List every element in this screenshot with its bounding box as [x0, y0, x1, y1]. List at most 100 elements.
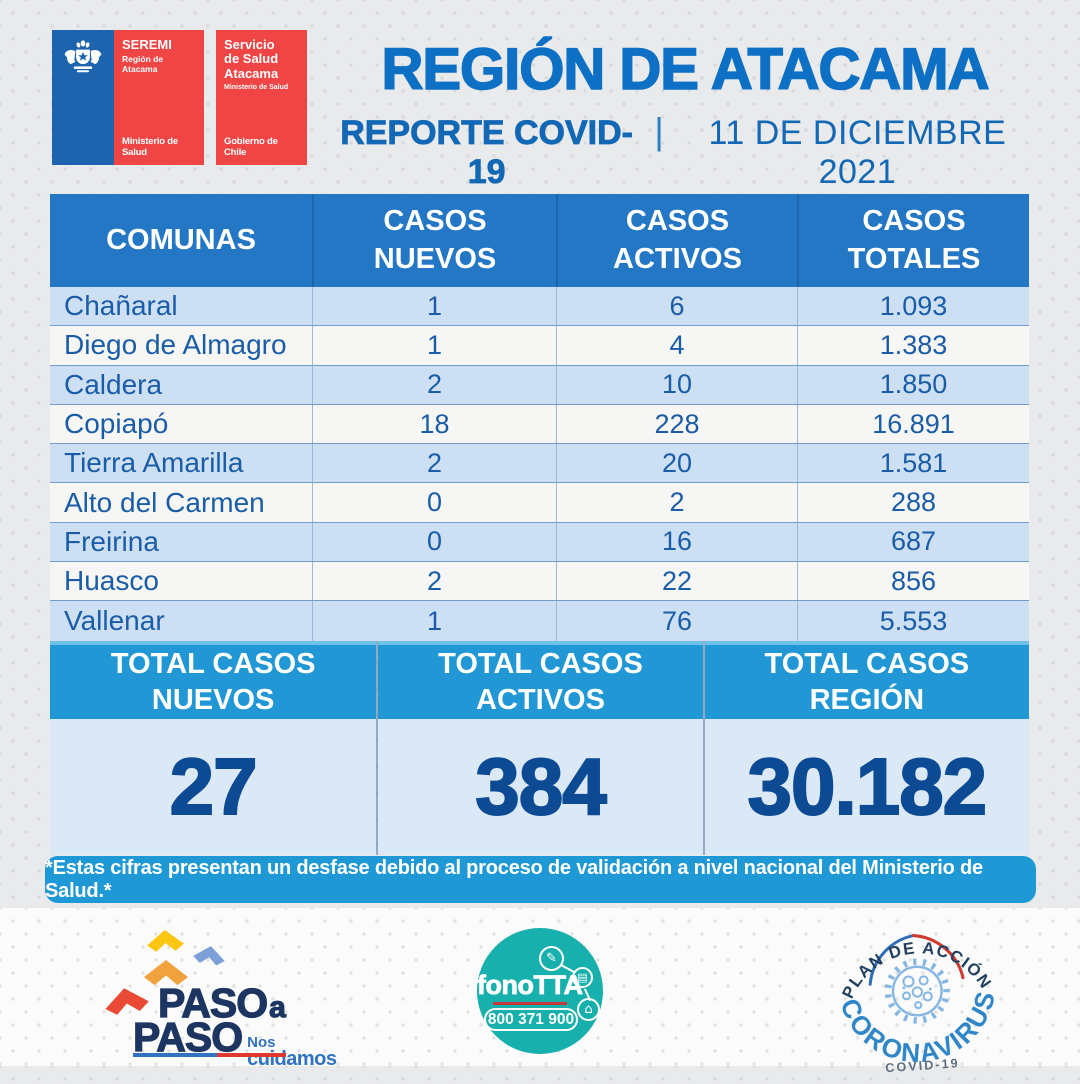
total-label: TOTAL CASOS NUEVOS [50, 641, 377, 719]
casos-nuevos-value: 2 [312, 365, 556, 404]
casos-activos-value: 2 [556, 483, 797, 522]
comuna-name: Huasco [64, 565, 159, 597]
home-icon: ⌂ [577, 998, 600, 1021]
plan-de-accion-coronavirus-stamp: PLAN DE ACCIÓN CORONAVIRUS COVID-19 [834, 933, 1007, 1075]
casos-totales-value: 687 [797, 522, 1029, 562]
casos-activos-value: 22 [556, 562, 797, 601]
chile-coat-of-arms-icon [64, 40, 102, 73]
services-icon: ▤ [572, 967, 593, 988]
seremi-logo-title: SEREMI [122, 37, 172, 52]
table-row: Chañaral 1 6 1.093 [50, 287, 1029, 327]
total-card: TOTAL CASOS ACTIVOS 384 [376, 641, 703, 855]
fono-phone-number: 800 371 900 [484, 1008, 578, 1031]
comuna-name: Vallenar [64, 605, 165, 637]
pencil-icon: ✎ [539, 946, 564, 971]
casos-nuevos-value: 0 [312, 483, 556, 522]
column-header-casos-totales: CASOS TOTALES [797, 194, 1029, 287]
comuna-name: Caldera [64, 368, 163, 400]
paso-tag-nos: Nos [247, 1034, 276, 1051]
table-row: Caldera 2 10 1.850 [50, 365, 1029, 405]
table-header-row: COMUNAS CASOS NUEVOS CASOS ACTIVOS CASOS… [50, 194, 1029, 287]
table-row: Diego de Almagro 1 4 1.383 [50, 326, 1029, 366]
fono-tta-logo: fonoTTA 800 371 900 ✎ ▤ ⌂ [477, 928, 603, 1054]
totals-band: TOTAL CASOS NUEVOS 27 TOTAL CASOS ACTIVO… [50, 641, 1029, 855]
casos-activos-value: 10 [556, 365, 797, 404]
comuna-name: Diego de Almagro [64, 329, 287, 361]
servicio-line1: Servicio [224, 37, 275, 52]
casos-totales-value: 856 [797, 562, 1029, 601]
cases-table: COMUNAS CASOS NUEVOS CASOS ACTIVOS CASOS… [50, 194, 1029, 641]
paso-word1: PASO [157, 979, 268, 1026]
servicio-gobierno: Gobierno de Chile [224, 136, 278, 158]
seremi-logo-ministry: Ministerio de Salud [122, 136, 178, 158]
casos-activos-value: 6 [556, 287, 797, 326]
servicio-line3: Atacama [224, 65, 279, 81]
table-body: Chañaral 1 6 1.093 Diego de Almagro 1 4 … [50, 287, 1029, 641]
casos-totales-value: 1.093 [797, 287, 1029, 326]
table-row: Huasco 2 22 856 [50, 562, 1029, 602]
paso-a-paso-logo: PASO a PASO Nos cuidamos [103, 926, 337, 1069]
chevron-up-icon [191, 944, 226, 973]
covid19-label: COVID-19 [885, 1056, 960, 1075]
seremi-logo-region: Región de Atacama [122, 54, 164, 75]
casos-nuevos-value: 0 [312, 522, 556, 562]
casos-totales-value: 1.850 [797, 365, 1029, 404]
table-row: Freirina 0 16 687 [50, 522, 1029, 563]
servicio-salud-logo: Servicio de Salud Atacama Ministerio de … [216, 30, 307, 165]
report-label: REPORTE COVID-19 [340, 113, 634, 191]
table-row: Vallenar 1 76 5.553 [50, 601, 1029, 641]
casos-activos-value: 20 [556, 444, 797, 483]
comuna-name: Freirina [64, 525, 159, 557]
casos-totales-value: 1.383 [797, 326, 1029, 365]
column-header-comunas: COMUNAS [106, 223, 256, 256]
comuna-name: Copiapó [64, 408, 169, 440]
comuna-name: Chañaral [64, 290, 178, 322]
servicio-ministry: Ministerio de Salud [224, 83, 289, 91]
casos-totales-value: 1.581 [797, 444, 1029, 483]
casos-nuevos-value: 2 [312, 562, 556, 601]
paso-line1: PASO a [157, 979, 287, 1027]
casos-totales-value: 16.891 [797, 404, 1029, 444]
table-row: Copiapó 18 228 16.891 [50, 404, 1029, 445]
total-value: 27 [50, 719, 377, 855]
casos-activos-value: 76 [556, 601, 797, 641]
table-row: Alto del Carmen 0 2 288 [50, 483, 1029, 523]
total-label: TOTAL CASOS REGIÓN [704, 641, 1029, 719]
total-value: 30.182 [704, 719, 1029, 855]
paso-conn: a [269, 990, 287, 1024]
casos-nuevos-value: 2 [312, 444, 556, 483]
casos-nuevos-value: 1 [312, 326, 556, 365]
table-row: Tierra Amarilla 2 20 1.581 [50, 444, 1029, 484]
coat-of-arms-panel [52, 30, 114, 165]
total-value: 384 [378, 719, 703, 855]
column-header-casos-nuevos: CASOS NUEVOS [312, 194, 556, 287]
arc-blue [868, 934, 915, 986]
fono-underline [493, 1002, 567, 1005]
casos-totales-value: 5.553 [797, 601, 1029, 641]
casos-activos-value: 228 [556, 404, 797, 444]
casos-activos-value: 4 [556, 326, 797, 365]
casos-activos-value: 16 [556, 522, 797, 562]
casos-totales-value: 288 [797, 483, 1029, 522]
total-card: TOTAL CASOS NUEVOS 27 [50, 641, 377, 855]
paso-line2: PASO Nos cuidamos [132, 1013, 337, 1073]
chevron-up-icon [146, 929, 184, 959]
fono-tta-name: fonoTTA [477, 970, 584, 1001]
paso-word2: PASO [132, 1013, 243, 1060]
total-card: TOTAL CASOS REGIÓN 30.182 [702, 641, 1029, 855]
comuna-name: Alto del Carmen [64, 486, 265, 518]
arc-red [911, 934, 965, 980]
disclaimer-banner: *Estas cifras presentan un desfase debid… [45, 856, 1036, 903]
casos-nuevos-value: 1 [312, 287, 556, 326]
page-title: REGIÓN DE ATACAMA [381, 37, 991, 102]
total-label: TOTAL CASOS ACTIVOS [378, 641, 703, 719]
casos-nuevos-value: 1 [312, 601, 556, 641]
paso-underline [133, 1053, 286, 1057]
seremi-logo: SEREMI Región de Atacama Ministerio de S… [52, 30, 204, 165]
comuna-name: Tierra Amarilla [64, 447, 244, 479]
casos-nuevos-value: 18 [312, 404, 556, 444]
subtitle-separator: | [654, 110, 664, 152]
servicio-line2: de Salud [224, 51, 279, 67]
report-subtitle: REPORTE COVID-19 | 11 DE DICIEMBRE 2021 [330, 111, 1040, 192]
